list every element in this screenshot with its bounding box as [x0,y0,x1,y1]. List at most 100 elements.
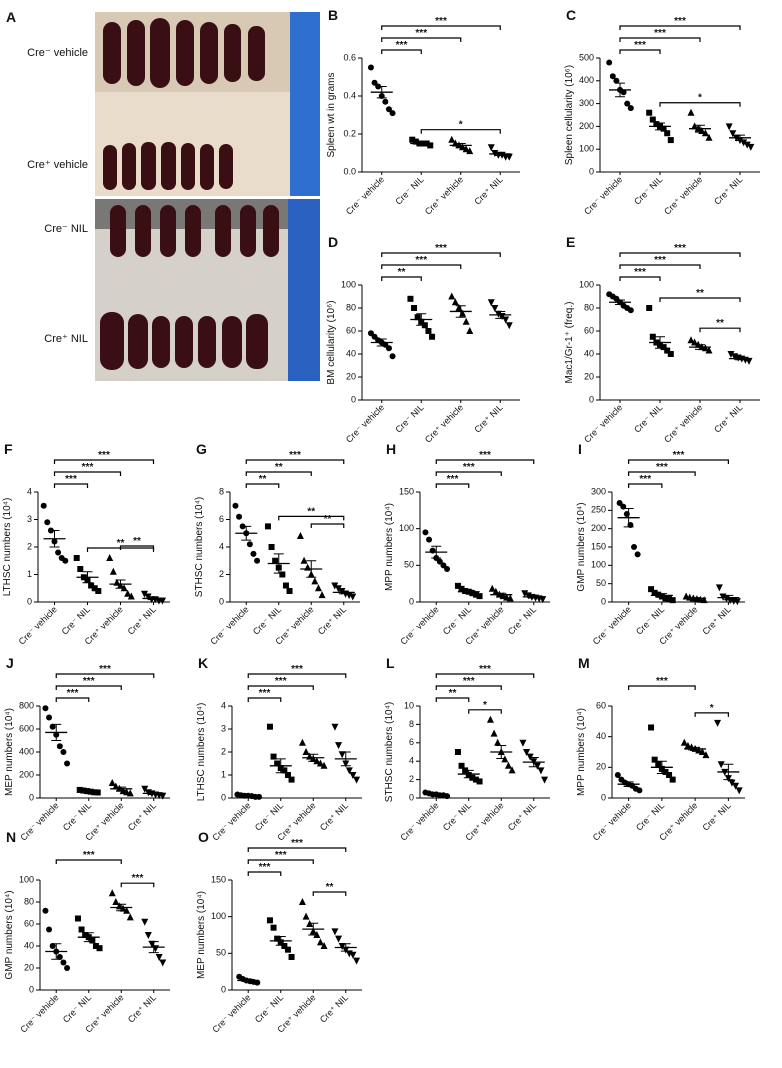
data-point [320,761,328,769]
significance-bracket [247,685,314,690]
data-point [462,588,469,594]
significance-label: *** [275,676,287,687]
x-tick-label: Cre⁺ NIL [318,992,350,1024]
significance-label: *** [654,28,666,39]
significance-label: ** [398,267,406,278]
y-tick-label: 1 [221,769,226,779]
error-bar [431,793,442,796]
significance-label: *** [415,28,427,39]
data-point [367,64,374,71]
data-point [389,110,396,117]
x-tick-label: Cre⁺ NIL [126,992,158,1024]
significance-label: ** [696,288,704,299]
data-point [64,965,71,971]
data-point [335,742,343,750]
significance-bracket [435,483,470,488]
data-point [705,346,713,354]
significance-label: *** [634,267,646,278]
data-point [462,145,470,153]
y-tick-label: 400 [19,746,34,756]
x-tick-label: Cre⁻ NIL [634,604,666,636]
x-tick-label: Cre⁺ vehicle [423,402,465,444]
significance-bracket [694,712,729,717]
ruler [288,199,320,381]
x-tick-label: Cre⁺ NIL [126,800,158,832]
y-tick-label: 200 [19,769,34,779]
x-tick-label: Cre⁻ vehicle [210,992,252,1034]
data-point [284,946,291,953]
error-bar [243,794,254,797]
data-point [331,582,339,590]
data-point [108,889,116,897]
data-point [106,554,114,561]
significance-bracket [628,459,729,464]
y-tick-label: 100 [341,279,356,289]
data-point [91,789,98,796]
significance-bracket [420,129,501,134]
significance-label: *** [435,243,447,254]
error-bar [656,760,667,774]
y-tick-label: 100 [399,523,414,533]
data-point [56,743,63,750]
significance-label: *** [674,243,686,254]
spleens-row2 [103,142,233,190]
data-point [486,715,494,723]
data-point [349,951,357,959]
data-point [627,105,634,112]
data-point [476,593,483,600]
data-point [728,779,736,787]
significance-label: *** [447,474,459,485]
data-point [466,327,474,334]
x-tick-label: Cre⁻ NIL [61,800,93,832]
data-point [353,957,361,965]
x-tick-label: Cre⁻ vehicle [18,992,60,1034]
data-point [331,723,339,731]
significance-bracket [278,515,345,521]
significance-bracket [119,545,155,550]
significance-bracket [381,49,422,54]
data-point [506,594,514,602]
y-tick-label: 0 [221,792,226,802]
error-bar [455,305,466,318]
y-axis-label: BM cellularity (10⁶) [326,300,337,384]
significance-bracket [381,276,422,281]
significance-label: ** [716,318,724,329]
data-point [298,738,306,746]
data-point [155,954,163,961]
data-point [49,723,56,730]
error-bar [615,299,625,306]
y-tick-label: 100 [579,279,594,289]
data-point [331,928,339,936]
data-point [646,109,653,116]
x-tick-label: Cre⁺ NIL [472,402,504,434]
x-tick-label: Cre⁺ NIL [472,174,504,206]
x-tick-label: Cre⁻ vehicle [591,604,633,646]
x-tick-label: Cre⁺ NIL [318,800,350,832]
data-point [519,739,527,747]
data-point [270,924,277,931]
data-point [349,593,357,601]
data-point [487,144,495,152]
significance-bracket [435,459,535,464]
error-bar [49,530,60,548]
y-tick-label: 60 [346,325,356,335]
data-point [662,768,669,775]
data-point [743,141,751,149]
significance-bracket [619,37,701,42]
x-tick-label: Cre⁺ NIL [316,604,348,636]
y-tick-label: 150 [591,541,606,551]
data-point [353,776,361,784]
y-tick-label: 40 [584,348,594,358]
y-tick-label: 40 [346,348,356,358]
significance-label: ** [307,506,315,517]
data-point [634,551,641,558]
significance-bracket [120,882,155,888]
data-point [427,142,434,149]
significance-bracket [53,471,122,476]
data-point [316,759,324,767]
data-point [714,719,722,727]
significance-bracket [55,859,122,864]
error-bar [690,597,701,600]
error-bar [273,553,284,574]
panel-label: L [386,655,395,671]
